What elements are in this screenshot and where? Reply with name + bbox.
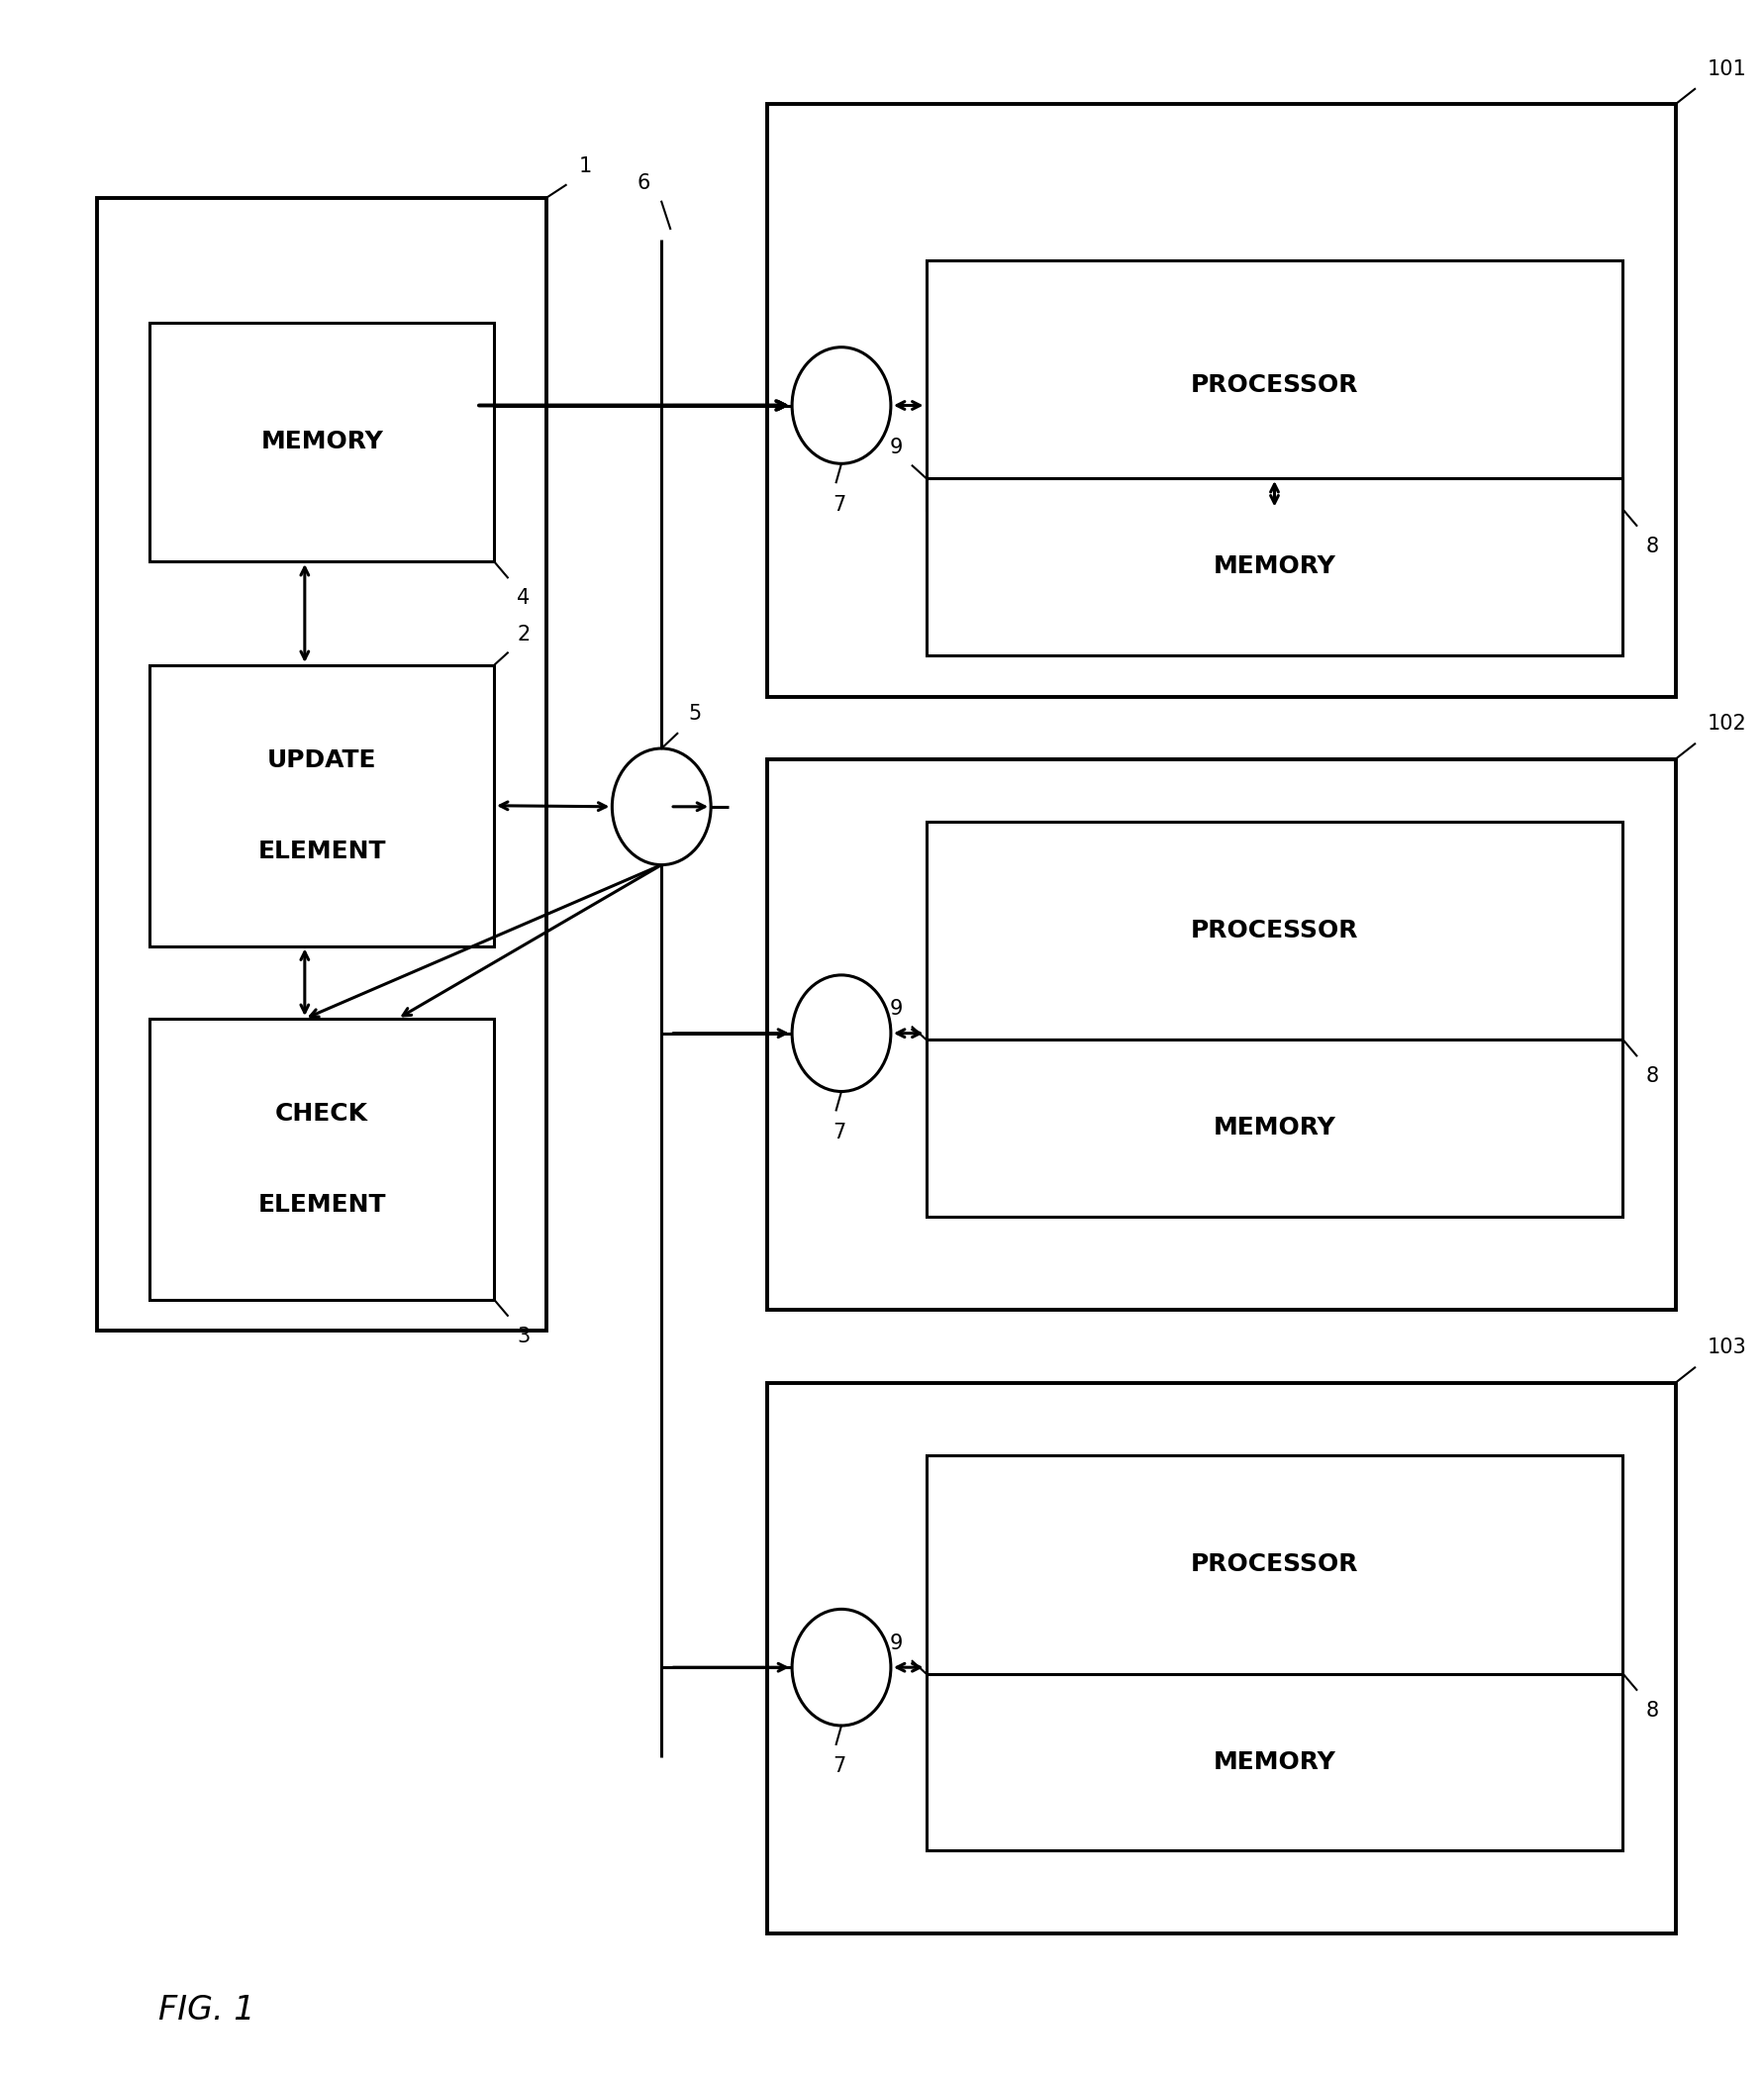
- Text: 3: 3: [517, 1326, 529, 1347]
- Bar: [150, 322, 494, 561]
- Text: 2: 2: [517, 624, 529, 644]
- Bar: [926, 1674, 1623, 1850]
- Text: PROCESSOR: PROCESSOR: [1191, 372, 1358, 397]
- Bar: [97, 198, 547, 1331]
- Bar: [926, 260, 1623, 509]
- Text: 7: 7: [833, 495, 845, 516]
- Bar: [150, 1019, 494, 1299]
- Text: MEMORY: MEMORY: [1214, 1116, 1335, 1139]
- Text: 103: 103: [1708, 1337, 1746, 1358]
- Text: MEMORY: MEMORY: [261, 430, 383, 453]
- Text: 5: 5: [688, 703, 700, 723]
- Text: 8: 8: [1646, 1701, 1658, 1721]
- Text: UPDATE: UPDATE: [266, 748, 377, 771]
- Bar: [150, 665, 494, 946]
- Text: 4: 4: [517, 588, 529, 609]
- Circle shape: [792, 975, 891, 1091]
- Text: FIG. 1: FIG. 1: [159, 1994, 256, 2027]
- Bar: [926, 1040, 1623, 1216]
- Text: CHECK: CHECK: [275, 1102, 369, 1125]
- Text: 1: 1: [579, 156, 591, 177]
- Text: 102: 102: [1708, 713, 1746, 734]
- Circle shape: [792, 347, 891, 464]
- Text: ELEMENT: ELEMENT: [258, 840, 386, 863]
- Text: 6: 6: [637, 173, 651, 193]
- Text: ELEMENT: ELEMENT: [258, 1193, 386, 1216]
- Text: MEMORY: MEMORY: [1214, 555, 1335, 578]
- Text: 7: 7: [833, 1757, 845, 1778]
- Bar: [926, 1455, 1623, 1674]
- Bar: [926, 478, 1623, 655]
- Text: 8: 8: [1646, 1067, 1658, 1087]
- Text: 9: 9: [889, 437, 903, 457]
- Text: 101: 101: [1708, 58, 1746, 79]
- Text: 8: 8: [1646, 536, 1658, 557]
- Bar: [926, 821, 1623, 1040]
- Text: 9: 9: [889, 998, 903, 1019]
- Text: 9: 9: [889, 1632, 903, 1653]
- Text: PROCESSOR: PROCESSOR: [1191, 919, 1358, 942]
- Text: PROCESSOR: PROCESSOR: [1191, 1553, 1358, 1576]
- Circle shape: [612, 748, 711, 865]
- Text: 7: 7: [833, 1123, 845, 1143]
- Bar: [767, 1383, 1676, 1933]
- Circle shape: [792, 1609, 891, 1726]
- Bar: [767, 759, 1676, 1310]
- Bar: [767, 104, 1676, 696]
- Text: MEMORY: MEMORY: [1214, 1751, 1335, 1773]
